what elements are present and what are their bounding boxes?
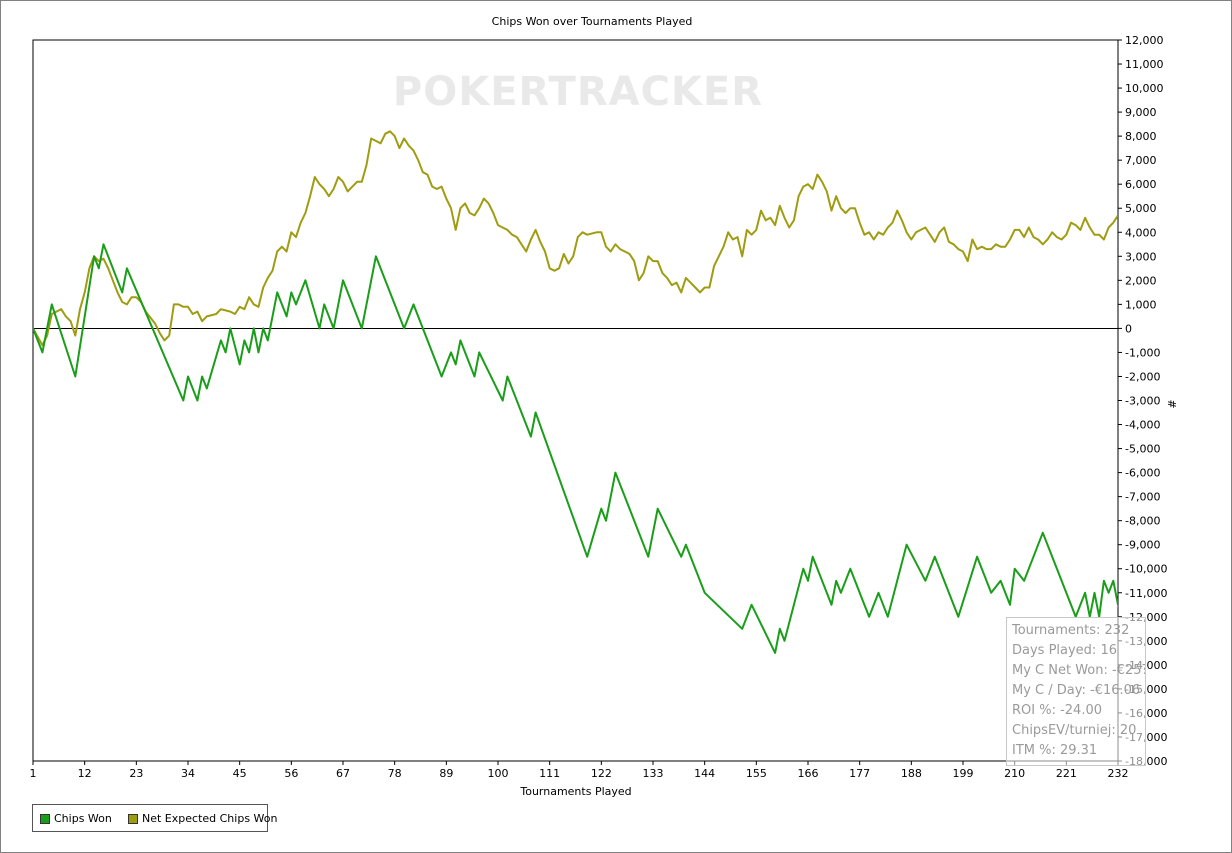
x-tick-label: 144 [694, 767, 715, 780]
y-tick-label: 9,000 [1125, 106, 1157, 119]
x-tick-label: 12 [78, 767, 92, 780]
x-tick-label: 122 [591, 767, 612, 780]
y-axis-title: # [1166, 399, 1179, 408]
x-tick-label: 232 [1108, 767, 1129, 780]
series-layer [33, 130, 1118, 654]
x-tick-label: 155 [746, 767, 767, 780]
y-tick-label: -11,000 [1125, 587, 1167, 600]
x-tick-label: 221 [1056, 767, 1077, 780]
y-tick-label: -7,000 [1125, 491, 1160, 504]
chart-title: Chips Won over Tournaments Played [492, 15, 693, 28]
legend-label-net-expected: Net Expected Chips Won [142, 812, 278, 825]
y-tick-label: -9,000 [1125, 539, 1160, 552]
x-tick-label: 45 [233, 767, 247, 780]
y-tick-label: 1,000 [1125, 298, 1157, 311]
x-tick-label: 1 [30, 767, 37, 780]
y-tick-label: 3,000 [1125, 250, 1157, 263]
stat-net-won: My C Net Won: -€257.00 [1012, 663, 1145, 678]
legend-label-chips-won: Chips Won [54, 812, 112, 825]
stat-tournaments: Tournaments: 232 [1012, 623, 1130, 638]
x-tick-label: 100 [488, 767, 509, 780]
y-tick-label: -8,000 [1125, 515, 1160, 528]
y-tick-label: 11,000 [1125, 58, 1164, 71]
legend-swatch-chips-won [40, 813, 50, 824]
x-tick-label: 133 [643, 767, 664, 780]
y-tick-label: -2,000 [1125, 370, 1160, 383]
y-tick-label: -4,000 [1125, 419, 1160, 432]
legend-item-net-expected[interactable]: Net Expected Chips Won [128, 812, 277, 825]
y-tick-label: 8,000 [1125, 130, 1157, 143]
y-tick-label: 7,000 [1125, 154, 1157, 167]
stat-days-played: Days Played: 16 [1012, 643, 1117, 658]
y-tick-label: 4,000 [1125, 226, 1157, 239]
x-tick-label: 89 [439, 767, 453, 780]
plot-area [32, 39, 1119, 762]
pokertracker-watermark: POKERTRACKER [393, 69, 763, 115]
x-tick-label: 111 [539, 767, 560, 780]
y-tick-label: 10,000 [1125, 82, 1164, 95]
legend-swatch-net-expected [128, 813, 138, 824]
y-tick-label: 0 [1125, 322, 1132, 335]
x-axis: 1 12 23 34 45 56 67 78 89 100 111 122 133 144 155 166 17… [30, 761, 1129, 780]
y-tick-label: -10,000 [1125, 563, 1167, 576]
stats-overlay: Tournaments: 232 Days Played: 16 My C Ne… [1006, 617, 1146, 766]
series-line-net-expected-chips-won [33, 130, 1118, 347]
x-tick-label: 67 [336, 767, 350, 780]
x-tick-label: 78 [388, 767, 402, 780]
x-tick-label: 210 [1004, 767, 1025, 780]
legend-item-chips-won[interactable]: Chips Won [40, 812, 112, 825]
y-tick-label: -6,000 [1125, 467, 1160, 480]
x-tick-label: 166 [798, 767, 819, 780]
y-tick-label: 12,000 [1125, 34, 1164, 47]
stat-roi: ROI %: -24.00 [1012, 703, 1103, 718]
stat-itm: ITM %: 29.31 [1012, 743, 1098, 758]
y-tick-label: 6,000 [1125, 178, 1157, 191]
y-tick-label: -5,000 [1125, 443, 1160, 456]
x-tick-label: 56 [284, 767, 298, 780]
chart-legend: Chips Won Net Expected Chips Won [32, 804, 277, 832]
x-tick-label: 177 [849, 767, 870, 780]
y-tick-label: 5,000 [1125, 202, 1157, 215]
stat-per-day: My C / Day: -€16.06 [1012, 683, 1141, 698]
y-tick-label: -3,000 [1125, 395, 1160, 408]
x-tick-label: 23 [129, 767, 143, 780]
series-line-chips-won [33, 243, 1118, 654]
y-tick-label: -1,000 [1125, 346, 1160, 359]
x-axis-title: Tournaments Played [519, 785, 631, 798]
x-tick-label: 199 [953, 767, 974, 780]
x-tick-label: 188 [901, 767, 922, 780]
x-tick-label: 34 [181, 767, 195, 780]
y-tick-label: 2,000 [1125, 274, 1157, 287]
stat-chips-ev: ChipsEV/turniej: 20 [1012, 723, 1137, 738]
